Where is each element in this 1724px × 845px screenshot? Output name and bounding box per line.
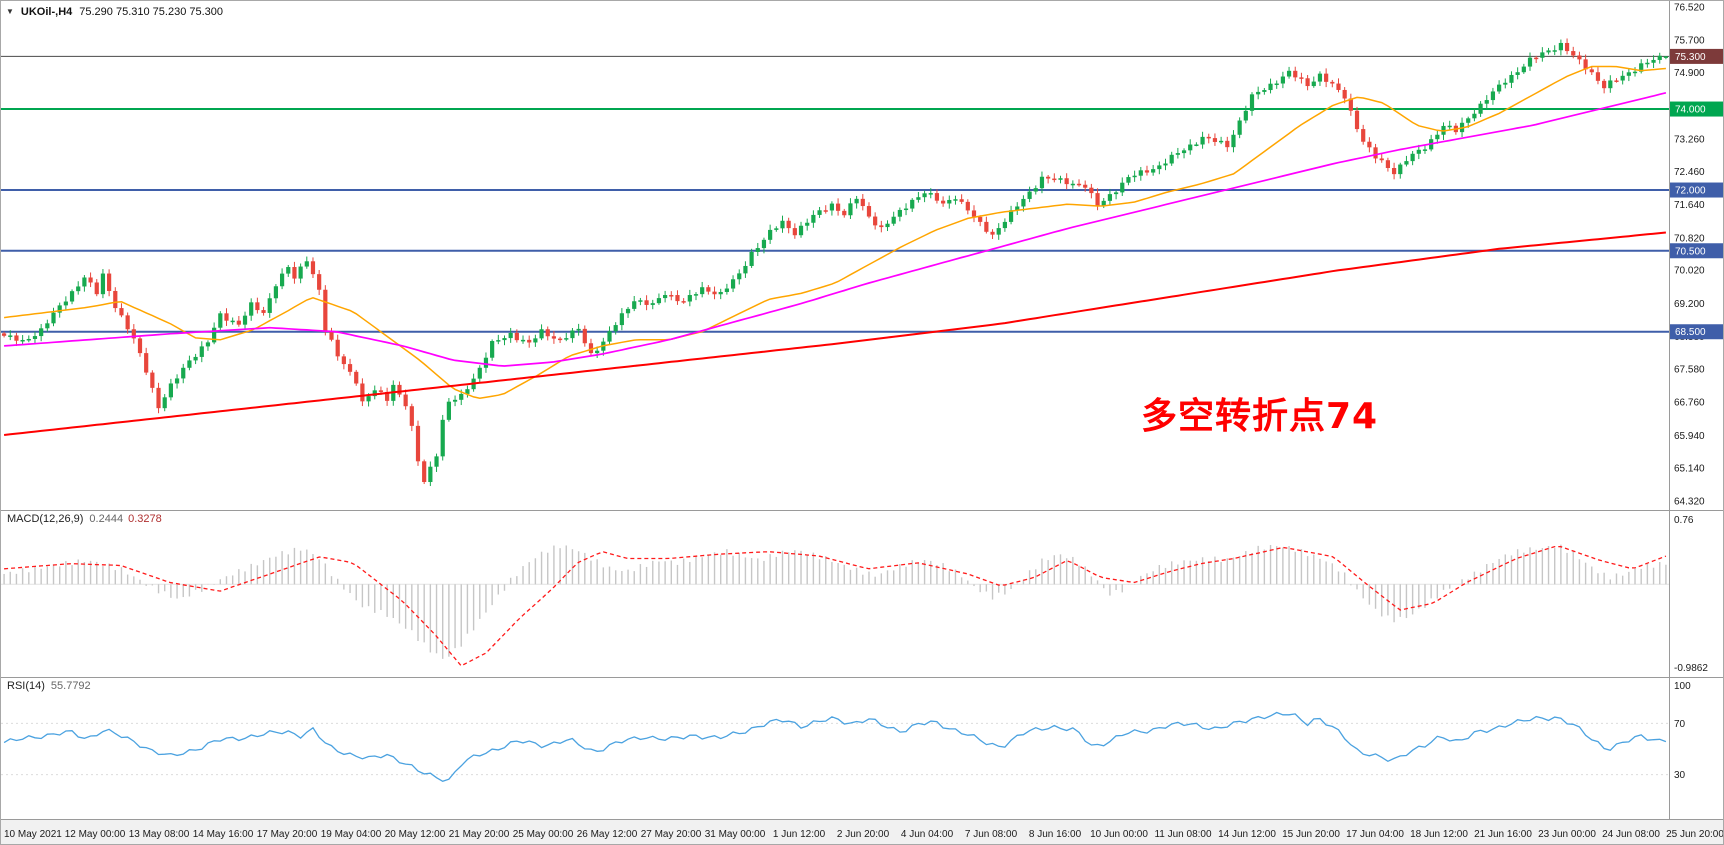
time-axis-labels: 10 May 2021 12 May 00:00 13 May 08:00 14 Ma…	[4, 829, 1724, 840]
chart-title: ▼ UKOil-,H4 75.290 75.310 75.230 75.300	[6, 6, 223, 18]
svg-text:21 May 20:00: 21 May 20:00	[449, 829, 510, 840]
svg-text:65.940: 65.940	[1674, 431, 1705, 442]
svg-text:1 Jun 12:00: 1 Jun 12:00	[773, 829, 826, 840]
rsi-axis-labels: 100 70 30	[1674, 681, 1691, 781]
svg-text:70.500: 70.500	[1675, 246, 1706, 257]
svg-text:17 Jun 04:00: 17 Jun 04:00	[1346, 829, 1404, 840]
svg-text:30: 30	[1674, 770, 1686, 781]
svg-text:19 May 04:00: 19 May 04:00	[321, 829, 382, 840]
macd-signal-line	[4, 545, 1667, 667]
svg-text:2 Jun 20:00: 2 Jun 20:00	[837, 829, 890, 840]
svg-text:71.640: 71.640	[1674, 200, 1705, 211]
svg-text:13 May 08:00: 13 May 08:00	[129, 829, 190, 840]
macd-indicator-name: MACD(12,26,9)	[7, 513, 84, 525]
svg-text:72.000: 72.000	[1675, 186, 1706, 197]
svg-text:31 May 00:00: 31 May 00:00	[705, 829, 766, 840]
svg-text:64.320: 64.320	[1674, 497, 1705, 508]
price-tags: 75.300 74.000 72.000 70.500 68.500	[1670, 48, 1723, 340]
svg-text:11 Jun 08:00: 11 Jun 08:00	[1154, 829, 1212, 840]
svg-text:25 May 00:00: 25 May 00:00	[513, 829, 574, 840]
horizontal-level-lines[interactable]	[1, 55, 1669, 333]
panel-separators	[1, 1, 1723, 820]
time-axis[interactable]	[1, 819, 1723, 844]
ma-slow-line	[3, 231, 1666, 436]
ma-medium-line	[4, 91, 1667, 367]
svg-text:100: 100	[1674, 681, 1691, 692]
one-click-trading-collapse-icon[interactable]: ▼	[6, 7, 14, 16]
svg-text:-0.9862: -0.9862	[1674, 663, 1708, 674]
svg-text:24 Jun 08:00: 24 Jun 08:00	[1602, 829, 1660, 840]
ohlc-values: 75.290 75.310 75.230 75.300	[79, 6, 224, 18]
svg-text:7 Jun 08:00: 7 Jun 08:00	[965, 829, 1018, 840]
macd-axis-labels: 0.76 -0.9862	[1674, 515, 1708, 674]
price-axis[interactable]	[1669, 1, 1723, 819]
svg-text:14 May 16:00: 14 May 16:00	[193, 829, 254, 840]
svg-text:70.020: 70.020	[1674, 266, 1705, 277]
svg-text:21 Jun 16:00: 21 Jun 16:00	[1474, 829, 1532, 840]
svg-text:74.900: 74.900	[1674, 68, 1705, 79]
svg-text:65.140: 65.140	[1674, 463, 1705, 474]
svg-text:68.500: 68.500	[1675, 327, 1706, 338]
rsi-line	[3, 711, 1667, 783]
ma-fast-line	[4, 65, 1666, 399]
svg-text:12 May 00:00: 12 May 00:00	[65, 829, 126, 840]
macd-histogram	[3, 544, 1667, 659]
svg-text:72.460: 72.460	[1674, 167, 1705, 178]
rsi-indicator-name: RSI(14)	[7, 680, 45, 692]
svg-text:75.700: 75.700	[1674, 36, 1705, 47]
svg-text:70.820: 70.820	[1674, 233, 1705, 244]
svg-text:20 May 12:00: 20 May 12:00	[385, 829, 446, 840]
macd-panel-label: MACD(12,26,9) 0.2444 0.3278	[7, 513, 162, 525]
macd-main-value: 0.2444	[89, 513, 124, 525]
svg-text:66.760: 66.760	[1674, 398, 1705, 409]
svg-text:74.000: 74.000	[1675, 105, 1706, 116]
svg-text:4 Jun 04:00: 4 Jun 04:00	[901, 829, 954, 840]
svg-text:17 May 20:00: 17 May 20:00	[257, 829, 318, 840]
macd-signal-value: 0.3278	[128, 513, 162, 525]
svg-text:76.520: 76.520	[1674, 3, 1705, 14]
svg-text:18 Jun 12:00: 18 Jun 12:00	[1410, 829, 1468, 840]
symbol-period-label: UKOil-,H4	[20, 6, 73, 18]
svg-text:70: 70	[1674, 719, 1686, 730]
rsi-panel-label: RSI(14) 55.7792	[7, 680, 91, 692]
svg-text:10 May 2021: 10 May 2021	[4, 829, 62, 840]
svg-text:25 Jun 20:00: 25 Jun 20:00	[1666, 829, 1724, 840]
rsi-value: 55.7792	[50, 680, 91, 692]
svg-text:10 Jun 00:00: 10 Jun 00:00	[1090, 829, 1148, 840]
svg-text:73.260: 73.260	[1674, 135, 1705, 146]
svg-text:67.580: 67.580	[1674, 364, 1705, 375]
svg-text:0.76: 0.76	[1674, 515, 1694, 526]
svg-text:69.200: 69.200	[1674, 299, 1705, 310]
svg-text:14 Jun 12:00: 14 Jun 12:00	[1218, 829, 1276, 840]
annotation-text-object[interactable]: 多空转折点74	[1141, 396, 1379, 437]
price-axis-labels: 76.52075.70074.90074.08073.26072.46071.6…	[1674, 3, 1705, 508]
svg-text:23 Jun 00:00: 23 Jun 00:00	[1538, 829, 1596, 840]
svg-text:75.300: 75.300	[1675, 52, 1706, 63]
candlestick-series	[1, 38, 1669, 487]
svg-text:8 Jun 16:00: 8 Jun 16:00	[1029, 829, 1082, 840]
svg-text:15 Jun 20:00: 15 Jun 20:00	[1282, 829, 1340, 840]
svg-text:26 May 12:00: 26 May 12:00	[577, 829, 638, 840]
svg-text:27 May 20:00: 27 May 20:00	[641, 829, 702, 840]
